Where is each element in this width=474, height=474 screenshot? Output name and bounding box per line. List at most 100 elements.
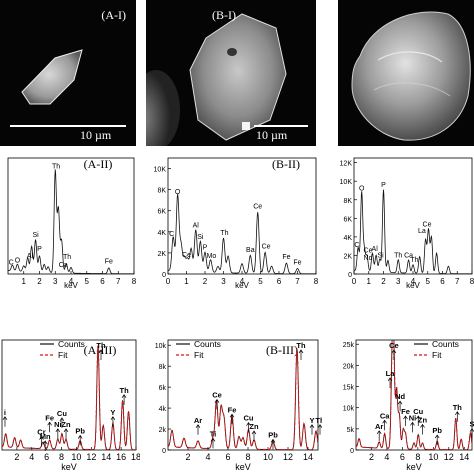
peak-label: Cu	[57, 409, 67, 418]
plot-frame	[355, 339, 473, 451]
x-tick-label: 8	[59, 452, 64, 462]
y-tick-label: 2K	[157, 251, 166, 258]
x-tick-label: 3	[396, 277, 401, 286]
peak-label: Ca	[59, 262, 68, 269]
x-axis-label: keV	[406, 462, 422, 472]
x-tick-label: 3	[53, 277, 58, 286]
y-tick-label: 5k	[347, 427, 355, 434]
panel-label: (A-III)	[84, 343, 117, 357]
peak-arrow	[55, 428, 61, 439]
peak-label: Th	[220, 230, 228, 237]
peak-label: Th	[96, 341, 106, 350]
peak-label: Th	[315, 416, 322, 425]
x-tick-label: 6	[225, 452, 230, 462]
peak-label: Ti	[210, 429, 217, 438]
peak-label: Fe	[105, 259, 113, 266]
peak-label: i	[4, 408, 6, 417]
peak-label: Ce	[212, 391, 222, 400]
y-tick-label: 0	[350, 448, 354, 455]
scalebar-label-a: 10 µm	[80, 128, 112, 142]
peak-arrow	[2, 416, 8, 427]
peak-arrow	[382, 419, 387, 431]
x-tick-label: 16	[116, 452, 126, 462]
x-tick-label: 2	[14, 452, 19, 462]
x-tick-label: 0	[352, 277, 357, 286]
series-line-fit	[168, 348, 318, 450]
peak-label: Ca	[404, 252, 413, 259]
peak-label: Cu	[413, 407, 423, 416]
peak-label: O	[15, 257, 21, 264]
panel-label-a-i: (A-I)	[101, 8, 126, 22]
x-tick-label: 7	[295, 277, 300, 286]
peak-label: Th	[296, 341, 306, 350]
x-tick-label: 14	[101, 452, 111, 462]
peak-label: Zn	[418, 416, 428, 425]
peak-label: Fe	[228, 405, 237, 414]
peak-label: Ce	[423, 222, 432, 229]
x-tick-label: 14	[459, 452, 469, 462]
peak-arrow	[42, 440, 48, 451]
x-tick-label: 2	[369, 452, 374, 462]
peak-label: Th	[52, 163, 60, 170]
peak-arrow	[110, 416, 116, 427]
x-tick-label: 0	[166, 277, 171, 286]
y-tick-label: 8k	[159, 364, 167, 371]
chart-svg-b-ii: 0 1 2 3 4 5 6 7 8 0 2K 4K 6K 8K 10K keV (B-II) O C Al Si PMo C…	[154, 157, 319, 290]
peak-label: Mn	[40, 432, 51, 441]
x-tick-label: 10	[263, 452, 273, 462]
chart-b-ii: 0 1 2 3 4 5 6 7 8 0 2K 4K 6K 8K 10K keV (B-II) O C Al Si P Mo C…	[146, 152, 322, 292]
legend-entry: Fit	[58, 350, 68, 360]
peak-label: Cu	[244, 414, 254, 423]
x-tick-label: 12	[86, 452, 96, 462]
peak-arrow	[434, 434, 440, 446]
x-tick-label: 5	[85, 277, 90, 286]
y-tick-label: 8K	[343, 198, 352, 205]
peak-label: Si	[377, 252, 384, 259]
x-tick-label: 18	[131, 452, 140, 462]
x-axis-label: keV	[235, 462, 251, 472]
x-tick-label: 3	[221, 277, 226, 286]
scalebar-label-b: 10 µm	[256, 128, 288, 142]
y-tick-label: 25k	[343, 342, 355, 349]
y-tick-label: 6K	[157, 209, 166, 216]
y-tick-label: 10k	[155, 343, 167, 350]
panel-label: (A-II)	[84, 157, 113, 171]
x-tick-label: 4	[69, 277, 74, 286]
peak-label: Nd	[364, 255, 373, 262]
y-tick-label: 20k	[343, 363, 355, 370]
chart-b-iii: 2 4 6 8 10 12 14 0 2k 4k 6k 8k 10k keV (B-III) Th Ce Fe Cu…	[146, 332, 322, 474]
peak-label: Ce	[253, 204, 262, 211]
series-line-fit	[356, 340, 472, 450]
x-axis-label: keV	[61, 462, 77, 472]
x-tick-label: 6	[440, 277, 445, 286]
particle-b-shape	[146, 13, 308, 146]
peak-arrow	[376, 430, 382, 441]
peak-label: Th	[63, 254, 71, 261]
peak-arrow	[47, 421, 52, 433]
peak-label: C	[9, 260, 14, 267]
x-tick-label: 1	[184, 277, 189, 286]
peak-arrow	[415, 415, 421, 427]
sem-image-b: (B-I) 10 µm	[146, 0, 316, 146]
y-tick-label: 4k	[159, 406, 167, 413]
x-tick-label: 2	[381, 277, 386, 286]
peak-label: O	[359, 185, 365, 192]
peak-arrow	[63, 428, 69, 439]
peak-label: Ce	[389, 341, 399, 350]
peak-label: Al	[193, 223, 200, 230]
peak-label: Th	[453, 403, 463, 412]
y-tick-label: 15k	[343, 385, 355, 392]
x-tick-label: 10	[71, 452, 81, 462]
legend-entry: Counts	[58, 339, 85, 349]
peak-label: C	[354, 242, 359, 249]
peak-arrow	[309, 424, 315, 435]
plot-frame	[1, 339, 137, 451]
x-tick-label: 8	[245, 452, 250, 462]
legend-entry: Counts	[432, 339, 459, 349]
x-tick-label: 6	[277, 277, 282, 286]
peak-label: P	[203, 245, 208, 252]
x-tick-label: 1	[367, 277, 372, 286]
peak-label: S	[469, 420, 474, 429]
y-tick-label: 4K	[157, 230, 166, 237]
